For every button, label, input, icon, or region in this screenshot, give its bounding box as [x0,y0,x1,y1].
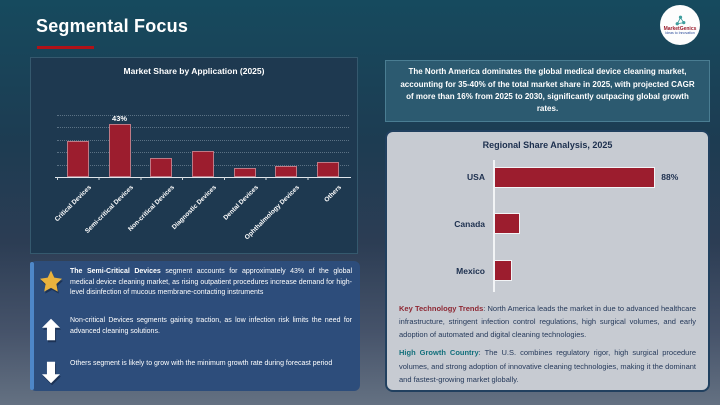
hbar-rows: USA 88% Canada Mexico [399,154,696,294]
regional-paragraphs: Key Technology Trends: North America lea… [399,302,696,386]
regional-paragraph: Key Technology Trends: North America lea… [399,304,697,340]
insight-panel: The Semi-Critical Devices segment accoun… [30,261,360,391]
bar-value-label: 88% [661,172,679,183]
highlight-text: The North America dominates the global m… [400,67,695,114]
insight-text: The Semi-Critical Devices segment accoun… [70,268,353,296]
accent-bar [30,262,34,390]
x-axis-label: Dental Devices [221,184,260,222]
hbar-row: USA 88% [399,166,696,188]
bar [317,162,340,177]
x-axis-label: Critical Devices [53,184,93,224]
gridline [57,127,349,129]
bars: 43% [57,114,349,177]
insight-item: Others segment is likely to grow with th… [38,359,352,384]
bar [150,158,173,177]
bar [494,260,513,282]
x-axis-label: Non-critical Devices [127,184,177,233]
paragraph-label: High Growth Country [399,348,479,358]
molecule-icon [675,15,685,26]
insight-rows: The Semi-Critical Devices segment accoun… [38,267,352,384]
axis-ticks [57,177,349,180]
category-label: Canada [454,218,485,229]
logo-tagline: Ideas to Innovation [665,31,695,36]
down-arrow-icon [38,359,64,384]
bar [494,213,520,235]
logo-name: MarketGenics [663,25,697,32]
plot-area: 43% [55,114,351,180]
insight-text: Others segment is likely to grow with th… [70,360,333,367]
x-axis-label: Diagnostic Devices [170,184,218,232]
title-underline [37,46,94,49]
bar [275,165,298,177]
regional-chart: USA 88% Canada Mexico [399,154,696,294]
x-axis-label: Others [323,184,344,204]
bar [66,141,89,177]
bar [191,150,214,177]
gridline [57,115,349,116]
category-label: USA [467,172,485,183]
insight-item: Non-critical Devices segments gaining tr… [38,316,352,341]
insight-text: Non-critical Devices segments gaining tr… [70,317,352,335]
regional-panel: Regional Share Analysis, 2025 USA 88% Cana… [385,130,710,392]
gridline [57,139,349,141]
highlight-box: The North America dominates the global m… [385,60,710,122]
logo: MarketGenics Ideas to Innovation [660,5,700,45]
x-axis-labels: Critical Devices Semi-critical Devices Non… [53,180,349,252]
category-label: Mexico [456,265,485,276]
bar-value-label: 43% [112,113,128,123]
paragraph-label: Key Technology Trends [399,304,484,313]
star-icon [38,267,64,293]
y-axis [493,160,495,292]
bar [494,166,656,188]
regional-chart-title: Regional Share Analysis, 2025 [482,140,613,150]
up-arrow-icon [38,316,64,341]
page-title: Segmental Focus [36,16,189,36]
regional-paragraph: High Growth Country: The U.S. combines r… [399,348,697,384]
insight-item: The Semi-Critical Devices segment accoun… [38,267,352,299]
application-chart-title: Market Share by Application (2025) [123,66,265,76]
application-share-chart-panel: Market Share by Application (2025) 43% C… [30,57,358,254]
bar: 43% [108,114,131,177]
hbar-row: Canada [399,213,696,235]
hbar-row: Mexico [399,260,696,282]
